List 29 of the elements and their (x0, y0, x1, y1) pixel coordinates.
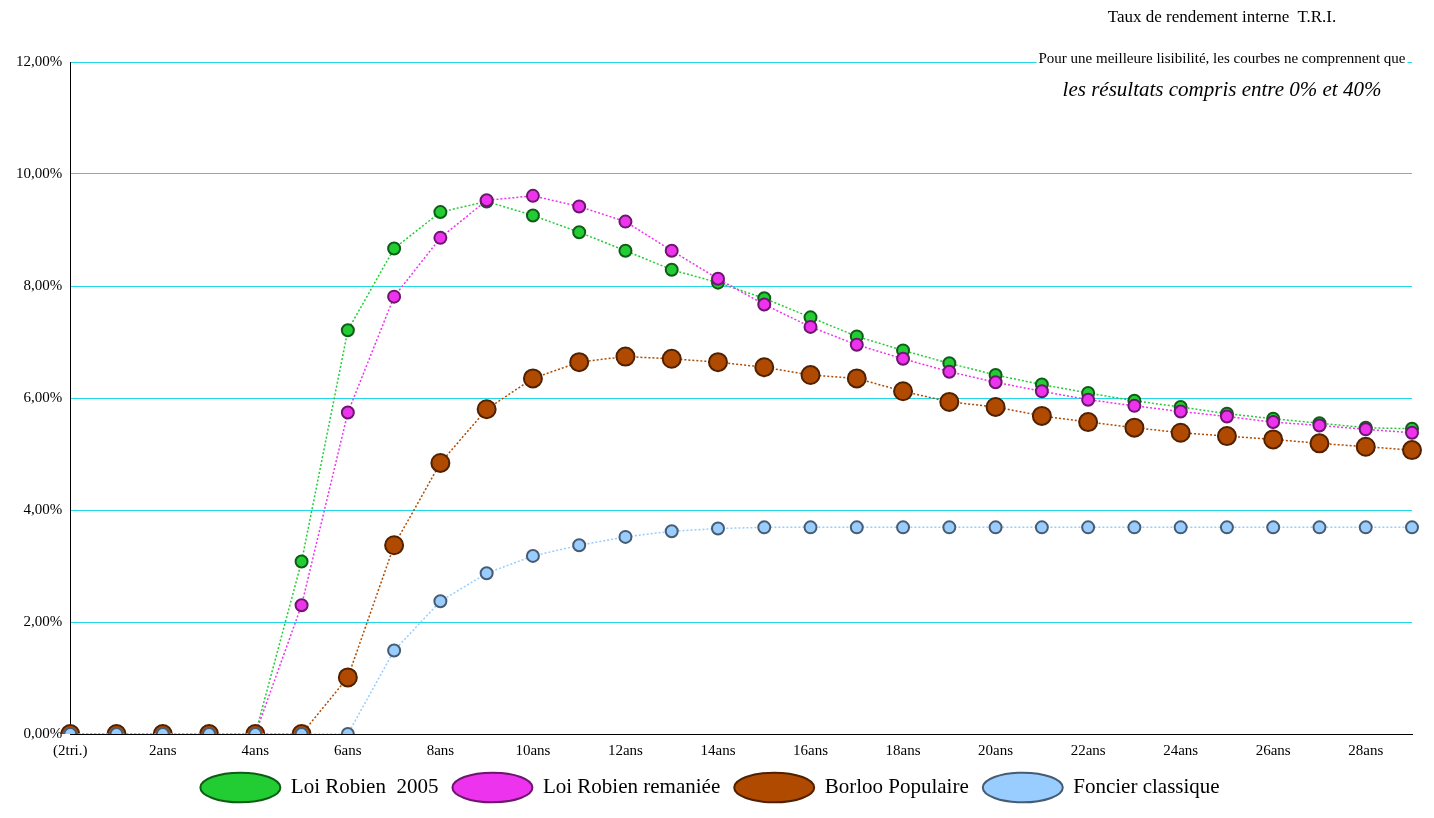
x-tick-label: 22ans (1070, 741, 1106, 758)
y-tick-label: 4,00% (23, 500, 63, 517)
y-tick-label: 2,00% (23, 612, 63, 629)
x-tick-label: 14ans (700, 741, 736, 758)
chart-subtitle: Pour une meilleure lisibilité, les courbes ne comprennent que (1038, 49, 1406, 66)
x-tick-label: 26ans (1255, 741, 1291, 758)
annotation: les résultats compris entre 0% et 40% (1062, 76, 1382, 101)
x-tick-label: 8ans (426, 741, 455, 758)
x-tick-label: 2ans (149, 741, 177, 758)
y-tick-label: 8,00% (23, 276, 63, 293)
x-tick-label: 4ans (241, 741, 270, 758)
x-tick-label: 24ans (1163, 741, 1199, 758)
y-tick-label: 12,00% (16, 52, 63, 69)
y-tick-label: 6,00% (23, 388, 63, 405)
legend-label: Loi Robien remaniée (542, 774, 721, 799)
x-tick-label: 28ans (1348, 741, 1384, 758)
y-tick-label: 10,00% (16, 164, 63, 181)
legend-label: Loi Robien 2005 (290, 774, 439, 799)
chart-title: Taux de rendement interne T.R.I. (1107, 7, 1337, 27)
x-tick-label: 16ans (793, 741, 829, 758)
x-tick-label: 12ans (607, 741, 644, 758)
legend-label: Borloo Populaire (824, 774, 969, 799)
legend-label: Foncier classique (1073, 774, 1220, 799)
x-tick-label: 20ans (978, 741, 1014, 758)
x-tick-label: (2tri.) (52, 741, 88, 759)
y-tick-label: 0,00% (23, 724, 63, 741)
x-tick-label: 6ans (334, 741, 362, 758)
x-tick-label: 18ans (885, 741, 921, 758)
x-tick-label: 10ans (515, 741, 551, 758)
